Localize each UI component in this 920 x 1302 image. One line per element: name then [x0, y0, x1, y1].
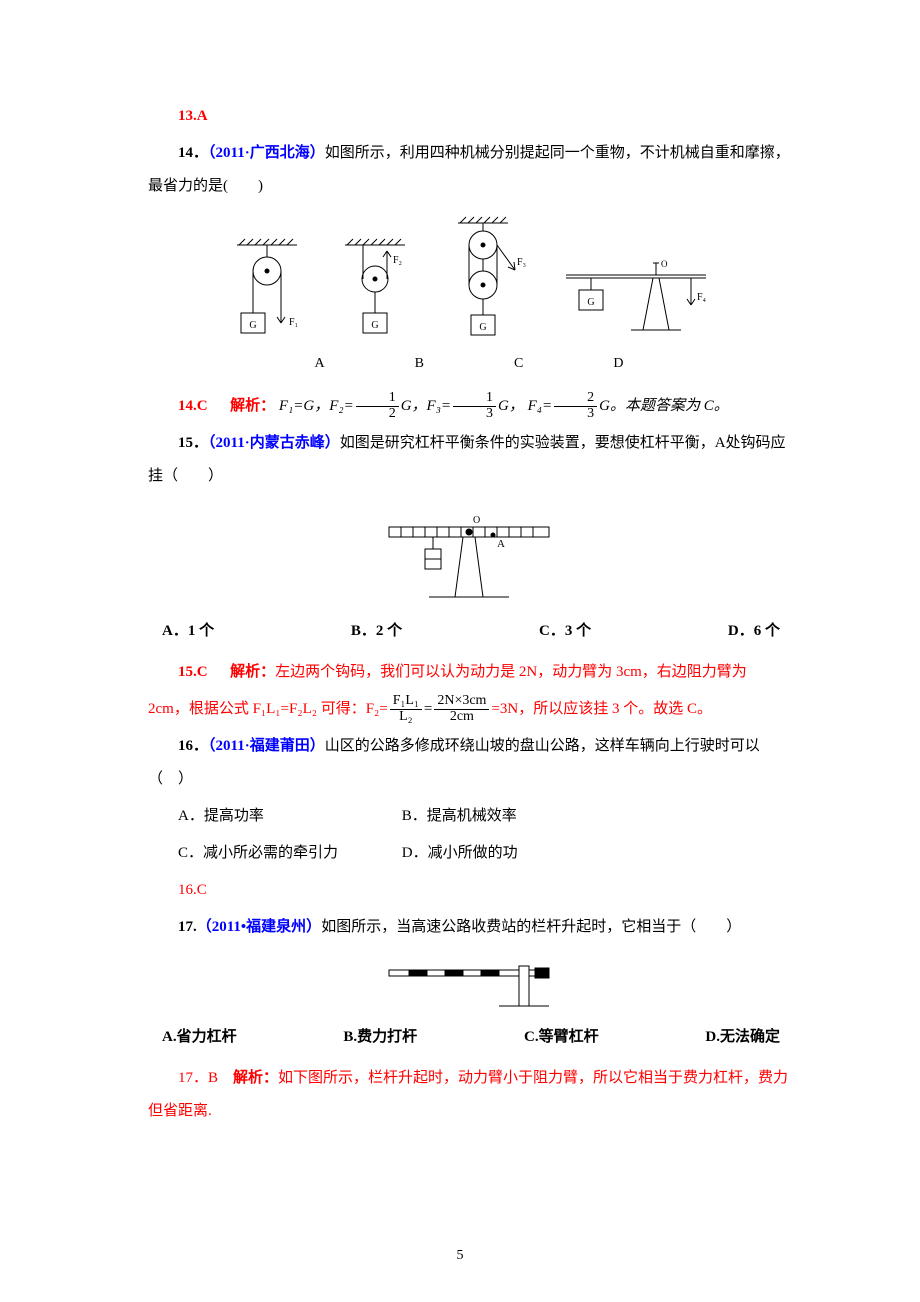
q14-figure-labels: A B C D: [148, 349, 790, 380]
q17-source: （2011•福建泉州）: [197, 919, 321, 935]
q17-opt-b: B.费力打杆: [343, 1021, 417, 1054]
q14-fig-c: F₃ G: [443, 215, 533, 345]
q15-opt-a: A．1 个: [162, 615, 214, 648]
svg-text:F₃: F₃: [517, 257, 526, 268]
q14-label-d: D: [613, 349, 623, 380]
q15-ans-post2: =3N，所以应该挂 3 个。故选 C。: [491, 701, 712, 717]
svg-text:A: A: [497, 538, 505, 550]
page-container: 13.A 14．（2011·广西北海）如图所示，利用四种机械分别提起同一个重物，…: [0, 0, 920, 1302]
q14-fig-d: O G F₄: [561, 245, 711, 345]
q15-ans-pre2: 2cm，根据公式 F₁L₁=F₂L₂ 可得：F₂=: [148, 701, 388, 717]
q17-ans-tag: 17．B: [178, 1070, 218, 1086]
q15-answer-line2: 2cm，根据公式 F₁L₁=F₂L₂ 可得：F₂=F₁L₁L₂=2N×3cm2c…: [148, 693, 790, 726]
svg-text:G: G: [479, 322, 486, 333]
q15-figure: O A: [148, 507, 790, 607]
q16-opt-d: D．减小所做的功: [402, 845, 518, 861]
q15-ans-tag: 15.C: [178, 664, 208, 680]
q15-opt-d: D．6 个: [728, 615, 780, 648]
q15-stem: 15．（2011·内蒙古赤峰）如图是研究杠杆平衡条件的实验装置，要想使杠杆平衡，…: [148, 427, 790, 493]
q17-options: A.省力杠杆 B.费力打杆 C.等臂杠杆 D.无法确定: [148, 1021, 790, 1054]
q14-number: 14．: [178, 145, 208, 161]
q16-opt-c: C．减小所必需的牵引力: [178, 837, 398, 870]
q14-answer: 14.C 解析： F₁=G，F₂=12G，F₃=13G， F₄=23G。本题答案…: [148, 390, 790, 423]
q14-label-a: A: [315, 349, 325, 380]
q16-answer: 16.C: [148, 874, 790, 907]
q14-label-b: B: [415, 349, 424, 380]
q14-fig-a: G F₁: [227, 235, 307, 345]
svg-text:G: G: [587, 297, 594, 308]
q17-answer: 17．B 解析：如下图所示，栏杆升起时，动力臂小于阻力臂，所以它相当于费力杠杆，…: [148, 1062, 790, 1128]
q17-stem: 17.（2011•福建泉州）如图所示，当高速公路收费站的栏杆升起时，它相当于（ …: [148, 911, 790, 944]
q14-source: （2011·广西北海）: [208, 145, 325, 161]
q17-ans-label: 解析：: [233, 1070, 278, 1086]
q15-answer-line1: 15.C 解析：左边两个钩码，我们可以认为动力是 2N，动力臂为 3cm，右边阻…: [148, 656, 790, 689]
q16-stem: 16．（2011·福建莆田）山区的公路多修成环绕山坡的盘山公路，这样车辆向上行驶…: [148, 730, 790, 796]
svg-text:G: G: [371, 320, 378, 331]
svg-text:F₂: F₂: [393, 255, 402, 266]
q15-opt-b: B．2 个: [351, 615, 402, 648]
q17-opt-d: D.无法确定: [705, 1021, 780, 1054]
svg-text:O: O: [473, 515, 480, 526]
q16-options-row1: A．提高功率 B．提高机械效率: [148, 800, 790, 833]
q15-source: （2011·内蒙古赤峰）: [208, 435, 340, 451]
q16-source: （2011·福建莆田）: [208, 738, 325, 754]
q16-number: 16．: [178, 738, 208, 754]
q16-opt-a: A．提高功率: [178, 800, 398, 833]
q14-stem: 14．（2011·广西北海）如图所示，利用四种机械分别提起同一个重物，不计机械自…: [148, 137, 790, 203]
page-number: 5: [0, 1241, 920, 1272]
q15-ans-text1: 左边两个钩码，我们可以认为动力是 2N，动力臂为 3cm，右边阻力臂为: [275, 664, 747, 680]
q14-ans-pre: F₁=G，F₂=: [279, 398, 354, 414]
q15-options: A．1 个 B．2 个 C．3 个 D．6 个: [148, 615, 790, 648]
q17-number: 17.: [178, 919, 197, 935]
q15-number: 15．: [178, 435, 208, 451]
q16-options-row2: C．减小所必需的牵引力 D．减小所做的功: [148, 837, 790, 870]
q14-ans-tag: 14.C: [178, 398, 208, 414]
svg-text:O: O: [661, 259, 668, 269]
q17-opt-c: C.等臂杠杆: [524, 1021, 599, 1054]
q17-text: 如图所示，当高速公路收费站的栏杆升起时，它相当于（ ）: [321, 919, 741, 935]
svg-text:F₁: F₁: [289, 317, 298, 328]
q15-opt-c: C．3 个: [539, 615, 591, 648]
q15-ans-label: 解析：: [230, 664, 275, 680]
q14-fig-b: F₂ G: [335, 235, 415, 345]
q17-opt-a: A.省力杠杆: [162, 1021, 237, 1054]
svg-text:G: G: [249, 320, 256, 331]
q17-figure: [148, 958, 790, 1013]
q13-answer: 13.A: [148, 100, 790, 133]
q14-ans-label: 解析：: [230, 398, 275, 414]
q16-opt-b: B．提高机械效率: [402, 808, 517, 824]
svg-text:F₄: F₄: [697, 292, 707, 303]
q14-figure-row: G F₁ F₂ G: [148, 215, 790, 345]
q14-label-c: C: [514, 349, 523, 380]
